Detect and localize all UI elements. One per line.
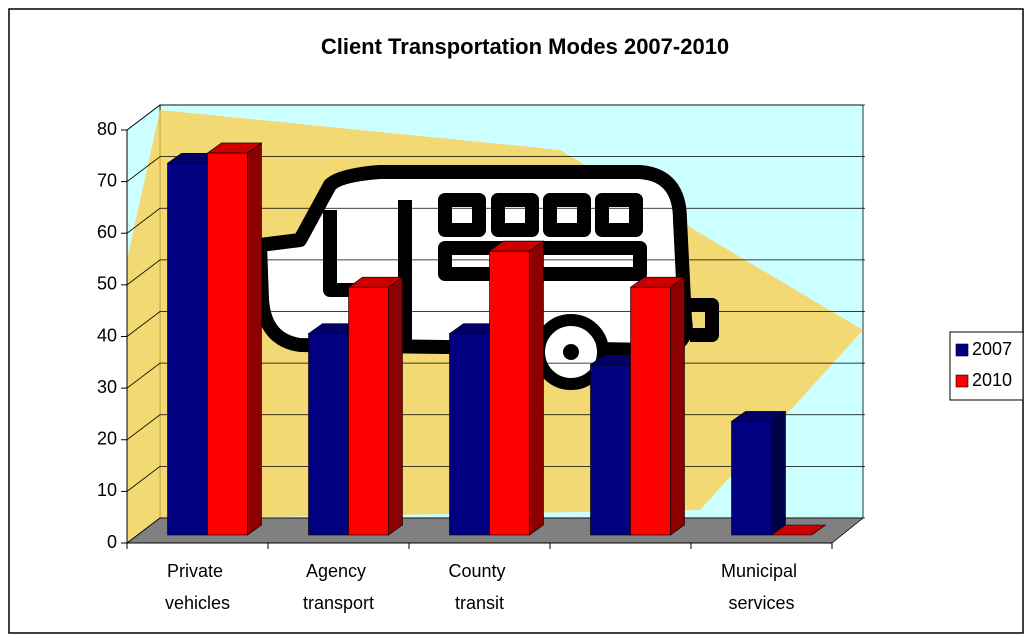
y-tick-label: 70: [97, 170, 117, 190]
y-tick-label: 10: [97, 480, 117, 500]
bar-side: [771, 410, 786, 536]
bar-side: [388, 276, 403, 536]
bar-side: [247, 142, 262, 536]
x-tick-label: Agency transport: [303, 561, 374, 613]
bar: [488, 240, 545, 536]
x-tick-label: Municipal services: [721, 561, 802, 613]
y-tick-label: 40: [97, 325, 117, 345]
legend-label: 2010: [972, 370, 1012, 390]
bar: [770, 524, 827, 536]
bar-side: [670, 276, 685, 536]
legend-swatch: [955, 374, 969, 388]
grid-line: [126, 259, 865, 286]
grid-line: [126, 156, 865, 182]
bar: [347, 276, 404, 536]
x-tick-label: Private vehicles: [165, 561, 230, 613]
y-tick-label: 30: [97, 377, 117, 397]
legend: 2007 2010: [949, 331, 1024, 401]
legend-swatch: [955, 343, 969, 357]
bar: [730, 410, 787, 536]
bar-front: [207, 152, 248, 536]
bar-front: [449, 333, 490, 536]
y-tick-label: 20: [97, 429, 117, 449]
bar-front: [167, 163, 208, 536]
bar-front: [630, 286, 671, 536]
y-tick-label: 50: [97, 274, 117, 294]
bar-front: [489, 250, 530, 536]
grid-line: [126, 104, 865, 131]
y-tick-label: 0: [107, 532, 117, 552]
bar: [629, 276, 686, 536]
bar-side: [529, 240, 544, 536]
grid-line: [126, 207, 865, 234]
legend-box: [949, 331, 1024, 401]
grid-line: [126, 311, 865, 337]
bar: [206, 142, 263, 536]
bar-front: [590, 364, 631, 536]
bar-front: [308, 333, 349, 536]
y-tick-label: 80: [97, 119, 117, 139]
y-tick-label: 60: [97, 222, 117, 242]
bar-front: [348, 286, 389, 536]
bar-front: [731, 421, 772, 536]
chart-title: Client Transportation Modes 2007-2010: [321, 34, 729, 59]
x-tick-label: County transit: [448, 561, 510, 613]
bar-side: [811, 524, 826, 536]
legend-label: 2007: [972, 339, 1012, 359]
